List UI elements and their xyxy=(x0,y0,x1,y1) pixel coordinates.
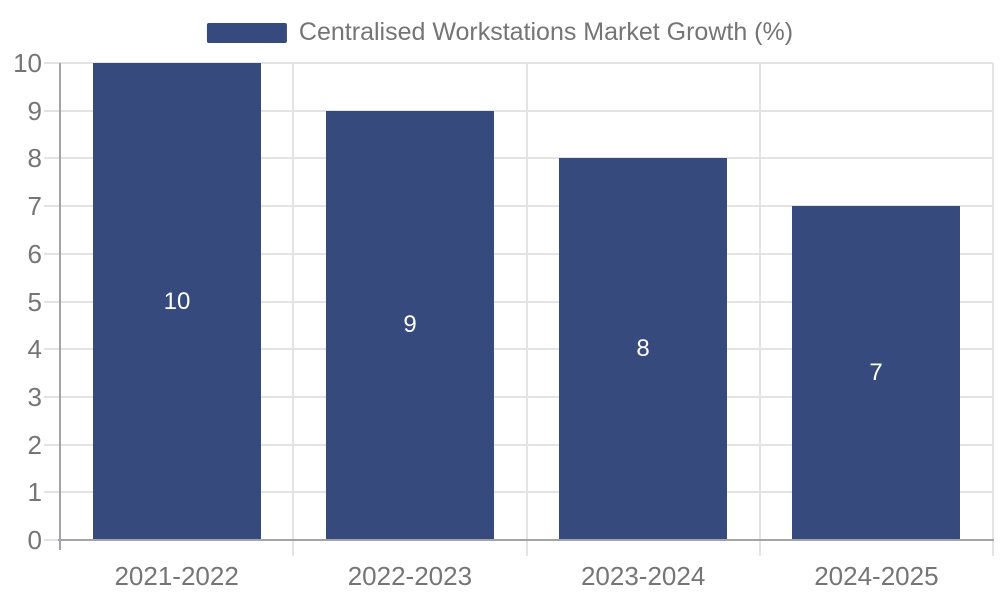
y-axis-tick xyxy=(44,62,60,64)
y-tick-label: 4 xyxy=(27,334,42,365)
y-tick-label: 9 xyxy=(27,95,42,126)
y-axis-line xyxy=(59,63,61,550)
y-tick-label: 10 xyxy=(13,48,42,78)
y-tick-label: 7 xyxy=(27,191,42,222)
y-tick-label: 0 xyxy=(27,525,42,555)
x-tick-label: 2024-2025 xyxy=(814,561,939,591)
gridline-vertical xyxy=(992,63,994,556)
y-tick-label: 6 xyxy=(27,238,42,269)
bar-value-label: 8 xyxy=(636,335,650,363)
y-tick-label: 1 xyxy=(27,477,42,508)
x-tick-label: 2023-2024 xyxy=(580,561,706,591)
legend-item[interactable]: Centralised Workstations Market Growth (… xyxy=(206,18,794,47)
y-axis-tick xyxy=(44,348,60,351)
bar[interactable]: 7 xyxy=(792,206,960,540)
gridline-vertical xyxy=(758,63,761,556)
x-axis-line xyxy=(58,539,994,541)
x-tick-label: 2022-2023 xyxy=(347,561,473,591)
y-tick-label: 2 xyxy=(27,429,42,460)
y-axis-tick xyxy=(44,395,60,398)
gridline-vertical xyxy=(525,63,528,556)
y-axis-tick xyxy=(44,443,60,446)
y-axis-tick xyxy=(44,491,60,494)
y-axis-tick xyxy=(44,300,60,303)
bar-value-label: 7 xyxy=(869,359,883,387)
legend-swatch xyxy=(206,22,287,43)
gridline-vertical xyxy=(292,63,295,556)
y-axis-tick xyxy=(44,109,60,112)
bar-value-label: 10 xyxy=(163,287,191,315)
y-tick-label: 8 xyxy=(27,143,42,174)
y-tick-label: 5 xyxy=(27,286,42,317)
y-tick-label: 3 xyxy=(27,381,42,412)
y-axis-tick xyxy=(44,252,60,255)
bar[interactable]: 9 xyxy=(326,110,494,540)
bar-value-label: 9 xyxy=(403,311,417,339)
y-axis-tick xyxy=(44,539,60,541)
bar[interactable]: 10 xyxy=(93,63,261,540)
bar[interactable]: 8 xyxy=(559,158,727,540)
x-tick-label: 2021-2022 xyxy=(114,561,239,591)
legend-label: Centralised Workstations Market Growth (… xyxy=(298,18,794,46)
y-axis-tick xyxy=(44,157,60,160)
y-axis-tick xyxy=(44,205,60,208)
